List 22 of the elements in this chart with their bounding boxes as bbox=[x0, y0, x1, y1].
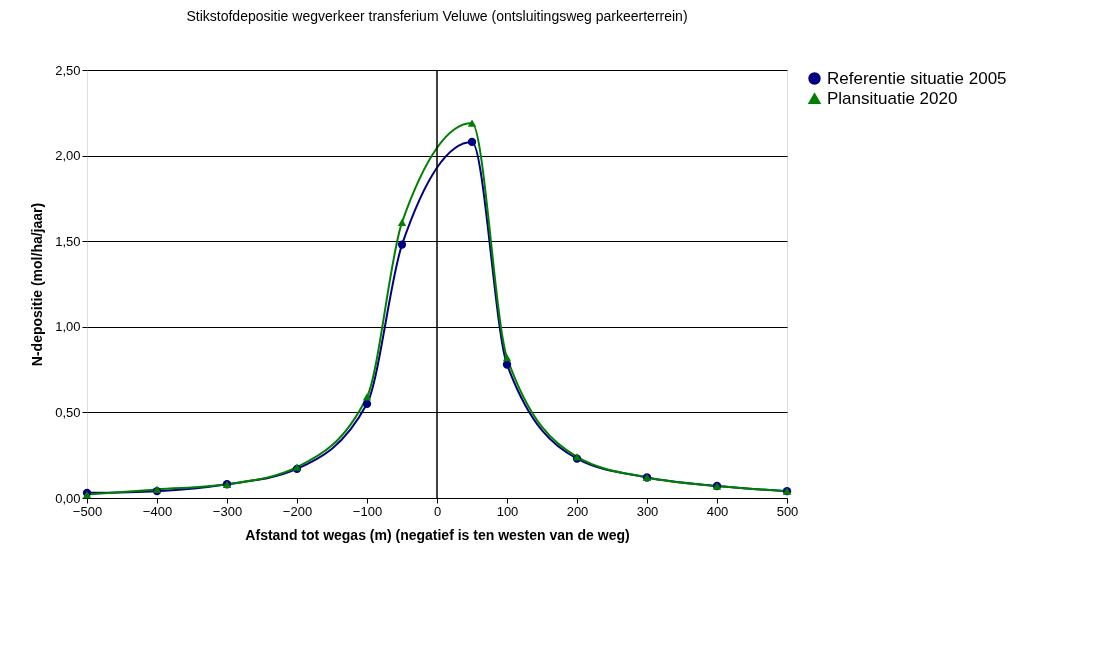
y-tick-label: 0,50 bbox=[55, 404, 81, 420]
y-tick-label: 0,00 bbox=[55, 490, 81, 506]
legend-label: Referentie situatie 2005 bbox=[827, 68, 1007, 88]
x-tick-label: −200 bbox=[282, 503, 313, 519]
legend-label: Plansituatie 2020 bbox=[827, 88, 958, 108]
x-axis-title: Afstand tot wegas (m) (negatief is ten westen van de weg) bbox=[245, 526, 630, 543]
y-tick-label: 1,50 bbox=[55, 233, 81, 249]
chart-title: Stikstofdepositie wegverkeer transferium Veluwe (ontsluitingsweg parkeerterrein) bbox=[186, 8, 688, 24]
y-tick-label: 2,50 bbox=[55, 62, 81, 78]
x-tick-label: −400 bbox=[142, 503, 173, 519]
x-tick-label: −300 bbox=[212, 503, 243, 519]
x-tick-label: 200 bbox=[566, 503, 589, 519]
x-tick-label: 0 bbox=[433, 503, 442, 519]
x-tick-label: 300 bbox=[636, 503, 659, 519]
x-tick-label: −500 bbox=[72, 503, 103, 519]
y-tick-label: 2,00 bbox=[55, 148, 81, 164]
y-tick-label: 1,00 bbox=[55, 319, 81, 335]
x-tick-label: −100 bbox=[352, 503, 383, 519]
x-tick-label: 500 bbox=[776, 503, 799, 519]
x-tick-label: 400 bbox=[706, 503, 729, 519]
x-tick-label: 100 bbox=[496, 503, 519, 519]
y-axis-title: N-depositie (mol/ha/jaar) bbox=[29, 202, 46, 367]
